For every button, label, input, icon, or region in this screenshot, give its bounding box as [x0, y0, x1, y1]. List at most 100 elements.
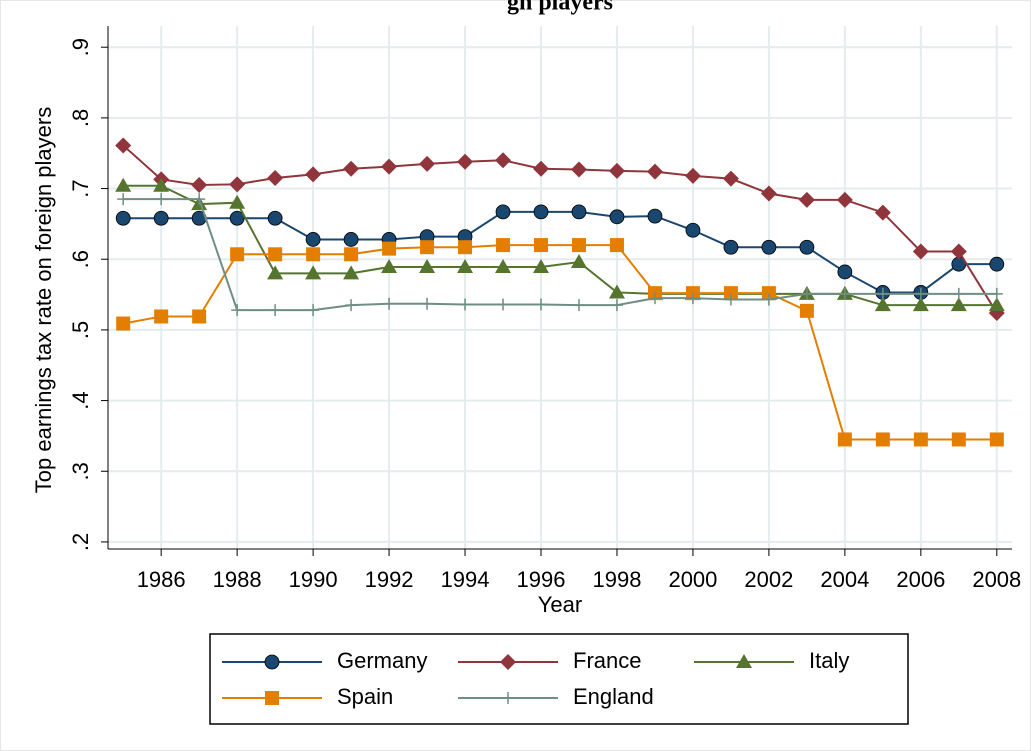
y-tick-label: .9	[68, 38, 93, 56]
marker	[535, 298, 548, 311]
marker	[268, 247, 283, 262]
marker	[951, 432, 966, 447]
marker	[988, 297, 1005, 312]
marker	[345, 299, 358, 312]
x-tick-label: 2006	[896, 567, 945, 592]
marker	[799, 239, 815, 255]
marker	[876, 287, 889, 300]
marker	[305, 232, 321, 247]
marker	[115, 210, 131, 226]
marker	[989, 256, 1005, 272]
marker	[800, 287, 813, 300]
marker	[799, 303, 814, 318]
marker	[724, 293, 737, 306]
marker	[264, 654, 280, 670]
x-tick-label: 2004	[820, 567, 869, 592]
marker	[798, 191, 815, 208]
marker	[875, 432, 890, 447]
marker	[723, 286, 738, 301]
x-tick-label: 2002	[744, 567, 793, 592]
marker	[229, 176, 246, 193]
marker	[761, 239, 777, 255]
marker	[836, 191, 853, 208]
marker	[950, 297, 967, 312]
marker	[952, 287, 965, 300]
marker	[570, 254, 587, 269]
marker	[458, 240, 473, 255]
marker	[193, 193, 206, 206]
y-tick-label: .7	[68, 179, 93, 197]
marker	[155, 193, 168, 206]
marker	[495, 152, 512, 169]
legend-label: Italy	[809, 648, 849, 673]
x-tick-label: 2000	[668, 567, 717, 592]
marker	[647, 208, 663, 224]
marker	[497, 298, 510, 311]
marker	[154, 309, 169, 324]
series-line	[123, 184, 997, 307]
marker	[230, 247, 245, 262]
marker	[722, 170, 739, 187]
marker	[648, 292, 661, 305]
marker	[500, 654, 516, 670]
marker	[305, 265, 322, 280]
marker	[115, 177, 132, 192]
marker	[571, 204, 587, 220]
marker	[457, 259, 474, 274]
marker	[267, 169, 284, 186]
marker	[723, 239, 739, 255]
marker	[874, 204, 891, 221]
y-axis-label: Top earnings tax rate on foreign players	[31, 107, 56, 493]
series-line	[123, 198, 997, 312]
marker	[914, 287, 927, 300]
y-tick-label: .4	[68, 391, 93, 409]
marker	[381, 259, 398, 274]
legend-label: England	[573, 684, 654, 709]
marker	[382, 241, 397, 256]
marker	[344, 247, 359, 262]
x-tick-label: 1996	[517, 567, 566, 592]
y-tick-label: .6	[68, 250, 93, 268]
y-tick-label: .2	[68, 533, 93, 551]
marker	[343, 232, 359, 247]
y-tick-label: .5	[68, 321, 93, 339]
marker	[495, 204, 511, 220]
marker	[116, 316, 131, 331]
marker	[343, 265, 360, 280]
marker	[571, 238, 586, 253]
marker	[496, 238, 511, 253]
marker	[192, 309, 207, 324]
x-axis-label: Year	[538, 592, 582, 617]
x-tick-label: 1994	[441, 567, 490, 592]
marker	[760, 185, 777, 202]
marker	[419, 259, 436, 274]
marker	[609, 238, 624, 253]
marker	[269, 304, 282, 317]
marker	[495, 259, 512, 274]
marker	[950, 243, 967, 260]
x-tick-label: 1990	[289, 567, 338, 592]
marker	[533, 204, 549, 220]
marker	[265, 691, 279, 705]
marker	[874, 297, 891, 312]
marker	[306, 247, 321, 262]
marker	[305, 166, 322, 183]
marker	[229, 210, 245, 226]
marker	[646, 163, 663, 180]
marker	[115, 137, 132, 154]
y-tick-label: .8	[68, 109, 93, 127]
marker	[838, 287, 851, 300]
marker	[912, 297, 929, 312]
marker	[913, 432, 928, 447]
x-tick-label: 2008	[972, 567, 1021, 592]
x-tick-label: 1986	[137, 567, 186, 592]
marker	[533, 259, 550, 274]
marker	[990, 287, 1003, 300]
marker	[736, 654, 752, 668]
y-tick-label: .3	[68, 462, 93, 480]
marker	[572, 299, 585, 312]
marker	[153, 210, 169, 226]
